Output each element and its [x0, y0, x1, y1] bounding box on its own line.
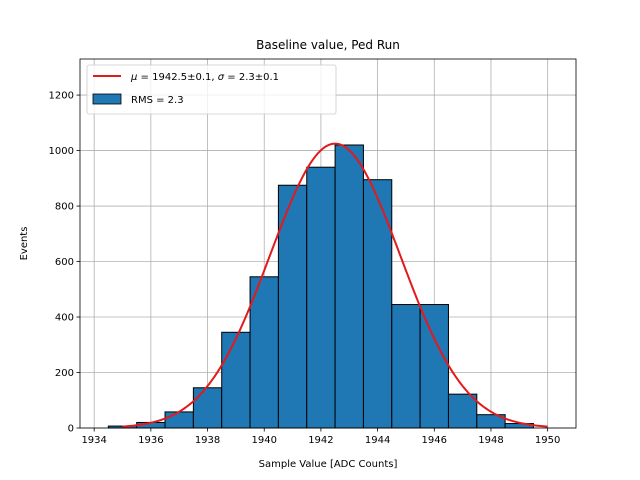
y-tick-label: 200: [55, 368, 74, 379]
legend-fit-label: μ = 1942.5±0.1, σ = 2.3±0.1: [130, 72, 279, 83]
x-tick-label: 1936: [138, 435, 163, 446]
histogram-bar: [192, 387, 223, 429]
histogram-bar: [306, 166, 336, 429]
histogram-bar: [447, 393, 478, 429]
y-tick-label: 1000: [49, 146, 74, 157]
chart-title: Baseline value, Ped Run: [256, 38, 400, 52]
legend-histogram-swatch: [92, 93, 122, 105]
legend-box: [86, 64, 337, 115]
histogram-bar: [334, 144, 364, 429]
x-tick-label: 1946: [422, 435, 447, 446]
y-axis-label: Events: [19, 227, 30, 261]
histogram-bar: [249, 276, 279, 429]
histogram-bar: [419, 304, 449, 429]
x-tick-label: 1948: [478, 435, 503, 446]
y-tick-label: 400: [55, 313, 74, 324]
y-tick-label: 1200: [49, 91, 74, 102]
x-axis-label: Sample Value [ADC Counts]: [259, 459, 398, 470]
histogram-bar: [391, 304, 421, 429]
plot-frame: [79, 58, 577, 429]
x-axis-ticks: 1934 1936 1938 1940 1942 1944 1946 1948 1950: [81, 428, 560, 446]
y-tick-label: 800: [55, 202, 74, 213]
legend-fit-text-2: = 2.3±0.1: [224, 72, 279, 83]
x-tick-label: 1940: [252, 435, 277, 446]
legend-mu-symbol: μ: [130, 72, 137, 83]
legend-histogram-label: RMS = 2.3: [131, 95, 184, 106]
histogram-bar: [362, 179, 393, 429]
histogram-bar: [277, 184, 308, 429]
x-tick-label: 1938: [195, 435, 220, 446]
x-tick-label: 1950: [535, 435, 560, 446]
y-tick-label: 600: [55, 257, 74, 268]
legend-fit-text-1: = 1942.5±0.1,: [137, 72, 217, 83]
legend: μ = 1942.5±0.1, σ = 2.3±0.1 RMS = 2.3: [86, 64, 337, 115]
x-tick-label: 1942: [308, 435, 333, 446]
x-tick-label: 1934: [81, 435, 106, 446]
histogram-bar: [221, 331, 251, 429]
y-axis-ticks: 0 200 400 600 800 1000 1200: [49, 91, 80, 435]
y-tick-label: 0: [68, 424, 74, 435]
histogram-bar: [164, 411, 194, 429]
gaussian-fit-curve: [122, 142, 548, 428]
legend-sigma-symbol: σ: [218, 72, 225, 83]
x-tick-label: 1944: [365, 435, 390, 446]
